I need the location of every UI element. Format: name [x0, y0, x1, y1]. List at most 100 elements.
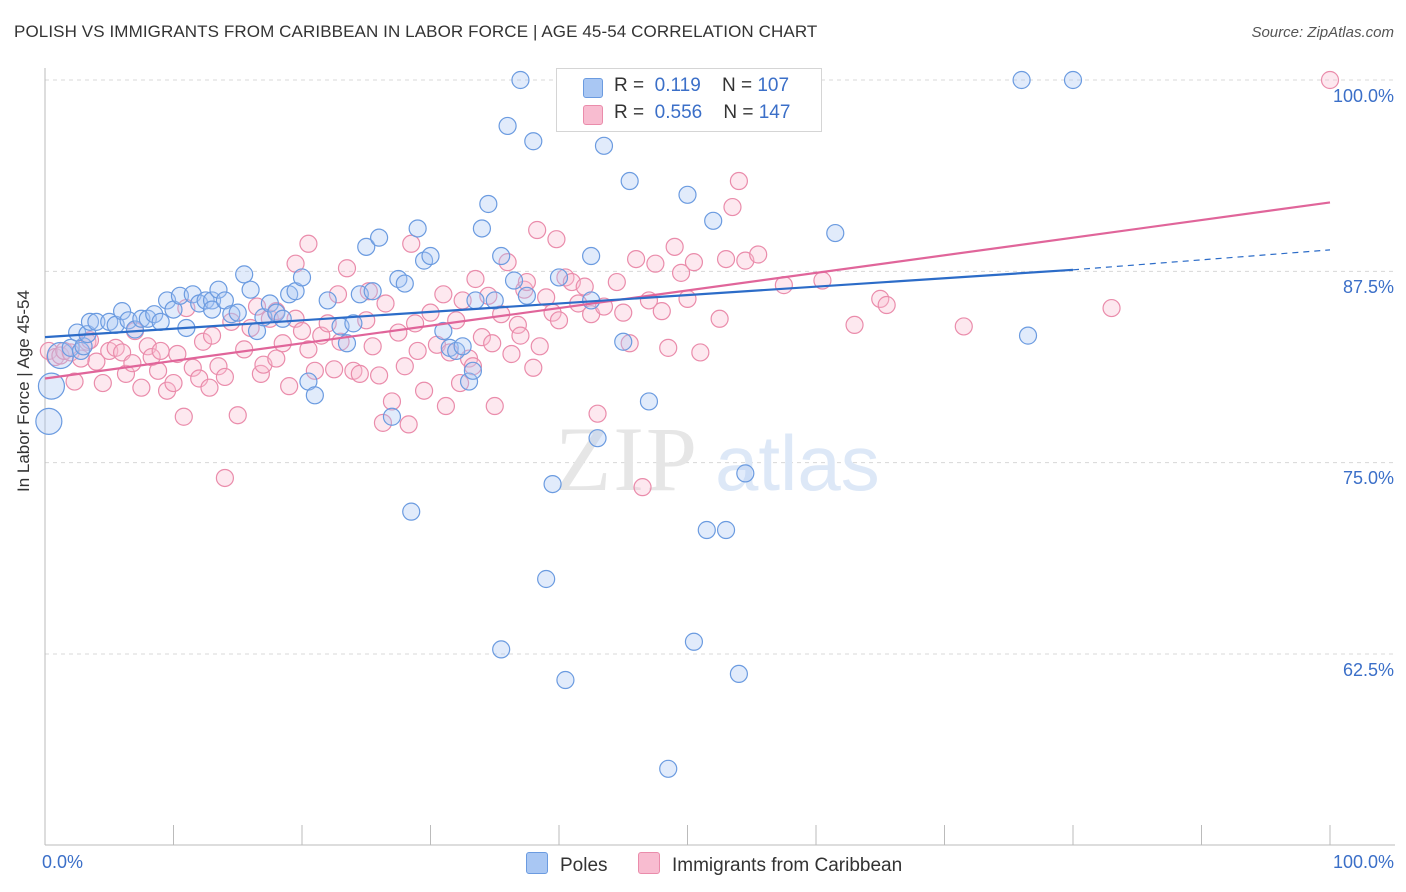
caribbean-point-99: [530, 337, 549, 356]
caribbean-point-137: [1102, 298, 1121, 318]
bottom-legend-swatch-caribbean: [638, 852, 660, 874]
grid-lines: [45, 79, 1395, 655]
poles-point-58: [421, 246, 440, 266]
poles-point-38: [273, 309, 292, 328]
poles-point-90: [659, 759, 678, 778]
poles-point-18: [151, 312, 170, 331]
poles-point-63: [459, 372, 479, 391]
caribbean-point-66: [376, 294, 395, 313]
poles-point-67: [479, 194, 498, 214]
axes: [44, 68, 1395, 846]
poles-point-96: [716, 520, 736, 540]
poles-point-103: [1018, 326, 1038, 345]
legend-n-poles: 107: [757, 75, 790, 96]
poles-point-12: [112, 302, 132, 321]
poles-point-72: [504, 271, 524, 290]
poles-point-27: [202, 300, 222, 319]
caribbean-point-77: [434, 285, 453, 304]
caribbean-point-67: [382, 392, 402, 411]
legend-r-poles: 0.119: [654, 75, 701, 96]
stats-legend: R = 0.119 N = 107 R = 0.556 N = 147: [556, 68, 822, 132]
caribbean-point-55: [325, 360, 344, 379]
caribbean-point-30: [200, 378, 219, 397]
caribbean-point-93: [508, 315, 527, 335]
caribbean-point-56: [328, 285, 348, 304]
caribbean-point-52: [305, 361, 324, 380]
caribbean-point-34: [215, 468, 234, 488]
poles-point-92: [684, 632, 704, 651]
caribbean-point-10: [93, 373, 112, 393]
poles-point-70: [492, 246, 511, 266]
poles-point-51: [370, 228, 389, 247]
poles-point-52: [382, 407, 402, 426]
poles-point-30: [222, 305, 241, 324]
poles-point-84: [588, 429, 607, 448]
poles-point-68: [485, 291, 504, 310]
poles-point-78: [549, 268, 569, 287]
poles-trend-line: [44, 268, 1074, 339]
poles-point-102: [1012, 70, 1031, 90]
poles-point-8: [80, 312, 100, 331]
poles-point-1: [35, 407, 63, 435]
caribbean-point-28: [190, 369, 209, 388]
poles-point-77: [543, 474, 562, 494]
poles-trend-extension: [1072, 249, 1331, 271]
caribbean-point-113: [620, 334, 639, 353]
caribbean-point-125: [710, 309, 729, 328]
caribbean-point-126: [716, 249, 736, 269]
caribbean-point-46: [280, 377, 299, 396]
caribbean-point-128: [729, 171, 749, 191]
caribbean-point-86: [472, 328, 491, 347]
chart-title: POLISH VS IMMIGRANTS FROM CARIBBEAN IN L…: [14, 22, 818, 41]
caribbean-point-60: [350, 364, 369, 383]
poles-point-26: [202, 291, 222, 310]
caribbean-point-64: [370, 366, 389, 385]
caribbean-point-17: [132, 378, 151, 397]
caribbean-point-31: [202, 326, 222, 345]
poles-point-71: [498, 116, 517, 136]
caribbean-point-65: [373, 413, 393, 432]
caribbean-point-133: [845, 315, 864, 335]
bottom-legend-swatch-poles: [526, 852, 548, 874]
legend-text-poles: R = 0.119 N = 107: [614, 75, 790, 96]
caribbean-point-117: [646, 254, 665, 273]
poles-point-47: [344, 314, 363, 333]
caribbean-point-88: [483, 334, 502, 353]
legend-r-caribbean: 0.556: [654, 102, 703, 123]
poles-point-61: [447, 341, 466, 361]
poles-point-46: [337, 334, 357, 353]
poles-point-79: [556, 670, 575, 690]
poles-point-66: [472, 219, 491, 238]
x-tick-max: 100.0%: [1332, 852, 1394, 872]
y-tick-62-5: 62.5%: [1342, 660, 1394, 680]
caribbean-point-15: [123, 354, 142, 373]
caribbean-point-29: [193, 332, 213, 351]
caribbean-point-97: [524, 358, 543, 377]
chart-source: Source: ZipAtlas.com: [1251, 24, 1394, 41]
poles-point-94: [704, 211, 723, 230]
caribbean-point-136: [954, 317, 973, 336]
poles-point-14: [125, 320, 145, 339]
y-tick-75: 75.0%: [1342, 468, 1394, 488]
poles-point-69: [492, 640, 511, 659]
poles-point-89: [639, 392, 659, 411]
caribbean-point-68: [389, 323, 408, 342]
caribbean-point-14: [116, 364, 136, 383]
poles-point-56: [408, 219, 427, 238]
poles-point-104: [1063, 70, 1083, 90]
poles-point-101: [826, 223, 845, 243]
caribbean-point-78: [436, 396, 456, 416]
caribbean-point-9: [87, 352, 106, 371]
poles-point-25: [196, 291, 215, 310]
poles-point-0: [37, 372, 66, 400]
bottom-legend-poles: Poles: [526, 852, 608, 877]
caribbean-points: [39, 70, 1340, 497]
caribbean-point-119: [659, 338, 678, 357]
x-tick-min: 0.0%: [42, 852, 84, 872]
caribbean-point-12: [106, 338, 125, 357]
poles-point-33: [241, 280, 260, 299]
caribbean-point-89: [485, 396, 504, 416]
poles-point-28: [209, 280, 228, 299]
caribbean-point-123: [684, 253, 704, 272]
caribbean-point-92: [502, 344, 521, 364]
